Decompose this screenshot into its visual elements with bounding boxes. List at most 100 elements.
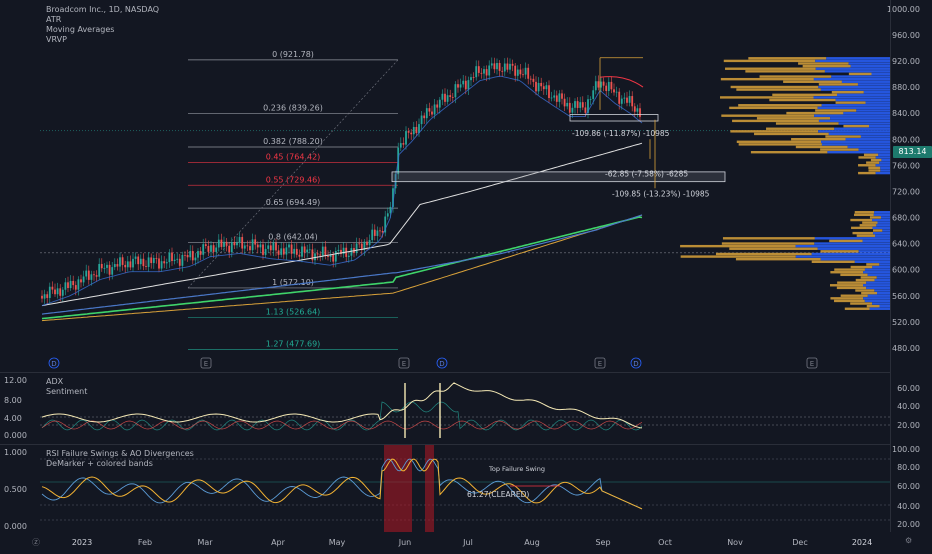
pane-separator-1[interactable]: [0, 372, 890, 373]
vrvp-bar-down: [850, 64, 890, 68]
vrvp-bar-up: [680, 255, 796, 258]
vrvp-bar-down: [882, 229, 890, 232]
candle-body: [457, 84, 459, 88]
candle-body: [308, 249, 311, 251]
symbol-title[interactable]: Broadcom Inc., 1D, NASDAQ: [46, 5, 160, 14]
candle-body: [178, 258, 181, 266]
event-marker-label: E: [402, 360, 406, 368]
candle-body: [280, 248, 283, 255]
earnings-marker: [398, 357, 410, 369]
vrvp-bar-down: [880, 169, 890, 172]
candle-body: [212, 245, 215, 252]
vrvp-bar-down: [877, 221, 890, 224]
candle-body: [256, 244, 259, 248]
candle-body: [462, 80, 465, 85]
candle-body: [498, 63, 501, 71]
candle-body: [438, 99, 441, 108]
vrvp-bar-up: [759, 75, 832, 78]
candle-body: [384, 216, 387, 233]
candle-body: [363, 241, 366, 251]
candle-body: [217, 239, 220, 248]
vrvp-bar-down: [814, 242, 890, 245]
vrvp-bar-up: [738, 104, 822, 107]
candle-body: [381, 231, 384, 233]
rsi-left-axis-label: 0.000: [4, 522, 27, 531]
candle-body: [418, 124, 420, 134]
candle-body: [542, 86, 545, 90]
candle-body: [171, 252, 173, 262]
candle-body: [264, 248, 267, 255]
candle-body: [490, 63, 493, 66]
indicator-vrvp[interactable]: VRVP: [46, 35, 67, 44]
vrvp-bar-up: [834, 299, 865, 303]
candle-body: [316, 253, 319, 255]
candle-body: [553, 95, 556, 98]
vrvp-bar-down: [834, 127, 890, 130]
vrvp-bar-down: [862, 239, 890, 243]
indicator-moving-averages[interactable]: Moving Averages: [46, 25, 115, 34]
candle-body: [493, 63, 496, 70]
candle-body: [449, 95, 452, 97]
vrvp-bar-down: [854, 260, 890, 263]
vrvp-bar-down: [864, 268, 890, 271]
tradingview-z-icon[interactable]: Ⓩ: [32, 538, 40, 547]
vrvp-bar-down: [814, 237, 890, 240]
price-axis-label: 680.00: [892, 214, 920, 223]
candle-body: [228, 245, 231, 253]
candle-body: [639, 108, 641, 117]
vrvp-bar-up: [802, 64, 851, 68]
indicator-demarker[interactable]: DeMarker + colored bands: [46, 459, 153, 468]
vrvp-bar-up: [715, 252, 812, 256]
candle-body: [259, 244, 262, 248]
indicator-adx[interactable]: ADX: [46, 377, 64, 386]
candle-body: [620, 98, 623, 104]
vrvp-bar-down: [815, 67, 890, 70]
rsi-right-axis-label: 40.00: [897, 502, 920, 511]
candle-body: [329, 254, 332, 257]
indicator-rsi-failure-swings[interactable]: RSI Failure Swings & AO Divergences: [46, 449, 194, 458]
candle-body: [589, 98, 592, 100]
vrvp-bar-down: [875, 164, 890, 167]
adx-plus-di-line: [41, 401, 643, 431]
adx-left-axis-label: 12.00: [4, 376, 27, 385]
candle-body: [568, 102, 571, 113]
candle-body: [186, 254, 189, 258]
vrvp-bar-down: [858, 148, 890, 151]
vrvp-bar-up: [772, 93, 838, 97]
vrvp-bar-down: [838, 122, 890, 125]
candle-body: [483, 69, 485, 74]
candle-body: [116, 264, 119, 267]
candle-body: [126, 261, 129, 268]
vrvp-bar-down: [867, 294, 890, 297]
price-axis-separator: [890, 0, 891, 532]
candle-body: [119, 257, 121, 267]
vrvp-bar-down: [817, 106, 890, 110]
rsi-right-axis-label: 100.00: [892, 445, 920, 454]
indicator-atr[interactable]: ATR: [46, 15, 62, 24]
candle-body: [350, 248, 353, 256]
candle-body: [558, 93, 561, 102]
time-axis-label: 2023: [72, 538, 92, 547]
pane-separator-2[interactable]: [0, 444, 890, 445]
candle-body: [423, 115, 426, 119]
candle-body: [176, 258, 179, 260]
price-axis-label: 520.00: [892, 318, 920, 327]
candle-body: [446, 95, 449, 102]
indicator-sentiment[interactable]: Sentiment: [46, 387, 88, 396]
candle-body: [290, 244, 293, 254]
vrvp-bar-down: [815, 59, 890, 63]
fib-level-label: 0.65 (694.49): [266, 198, 321, 207]
event-marker-label: E: [598, 360, 602, 368]
vrvp-bar-up: [725, 67, 816, 70]
time-axis-label: Nov: [727, 538, 743, 547]
candle-body: [189, 251, 192, 258]
candle-body: [202, 244, 205, 255]
vrvp-bar-down: [865, 101, 890, 104]
settings-gear-icon[interactable]: ⚙: [905, 536, 913, 545]
vrvp-bar-up: [738, 143, 822, 146]
candle-body: [581, 102, 584, 108]
vrvp-bar-up: [855, 289, 875, 292]
vrvp-bar-up: [720, 77, 814, 81]
